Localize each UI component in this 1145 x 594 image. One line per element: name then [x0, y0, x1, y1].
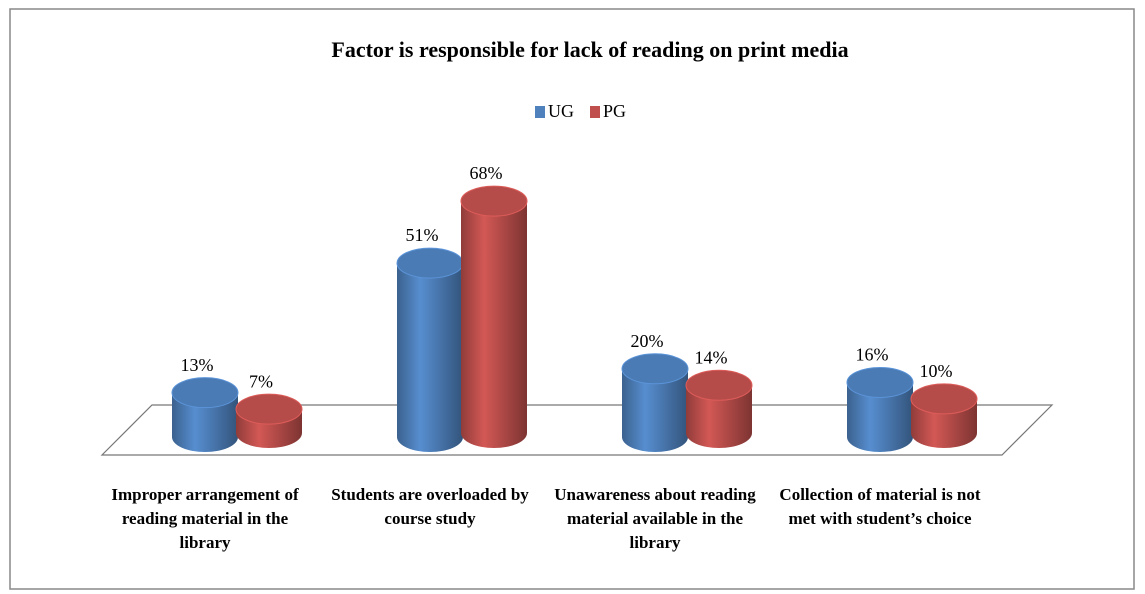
- legend-label: PG: [603, 101, 626, 121]
- x-tick-label: Improper arrangement of reading material…: [111, 485, 299, 552]
- bar-body: [847, 382, 913, 452]
- chart-title: Factor is responsible for lack of readin…: [331, 37, 848, 62]
- bar-top: [235, 393, 303, 425]
- value-label: 20%: [631, 331, 664, 351]
- bar-top: [396, 247, 464, 279]
- legend-label: UG: [548, 101, 574, 121]
- bar-top: [910, 383, 978, 415]
- bar-body: [461, 201, 527, 448]
- legend-swatch: [590, 106, 600, 118]
- x-tick-label: Students are overloaded by course study: [331, 485, 529, 528]
- bar-top: [685, 369, 753, 401]
- bar-body: [397, 263, 463, 452]
- value-label: 13%: [181, 355, 214, 375]
- value-label: 14%: [695, 347, 728, 367]
- bar-body: [172, 392, 238, 452]
- bar-body: [622, 368, 688, 452]
- value-label: 51%: [406, 225, 439, 245]
- value-label: 10%: [920, 361, 953, 381]
- bar-top: [460, 185, 528, 217]
- bar-top: [846, 366, 914, 398]
- value-label: 7%: [249, 371, 273, 391]
- chart-frame: [9, 8, 1135, 590]
- legend-swatch: [535, 106, 545, 118]
- value-label: 68%: [470, 163, 503, 183]
- bar-top: [621, 353, 689, 385]
- x-tick-label: Unawareness about reading material avail…: [554, 485, 756, 552]
- bar-body: [686, 385, 752, 448]
- x-tick-label: Collection of material is not met with s…: [779, 485, 981, 528]
- value-label: 16%: [856, 345, 889, 365]
- bar-top: [171, 377, 239, 409]
